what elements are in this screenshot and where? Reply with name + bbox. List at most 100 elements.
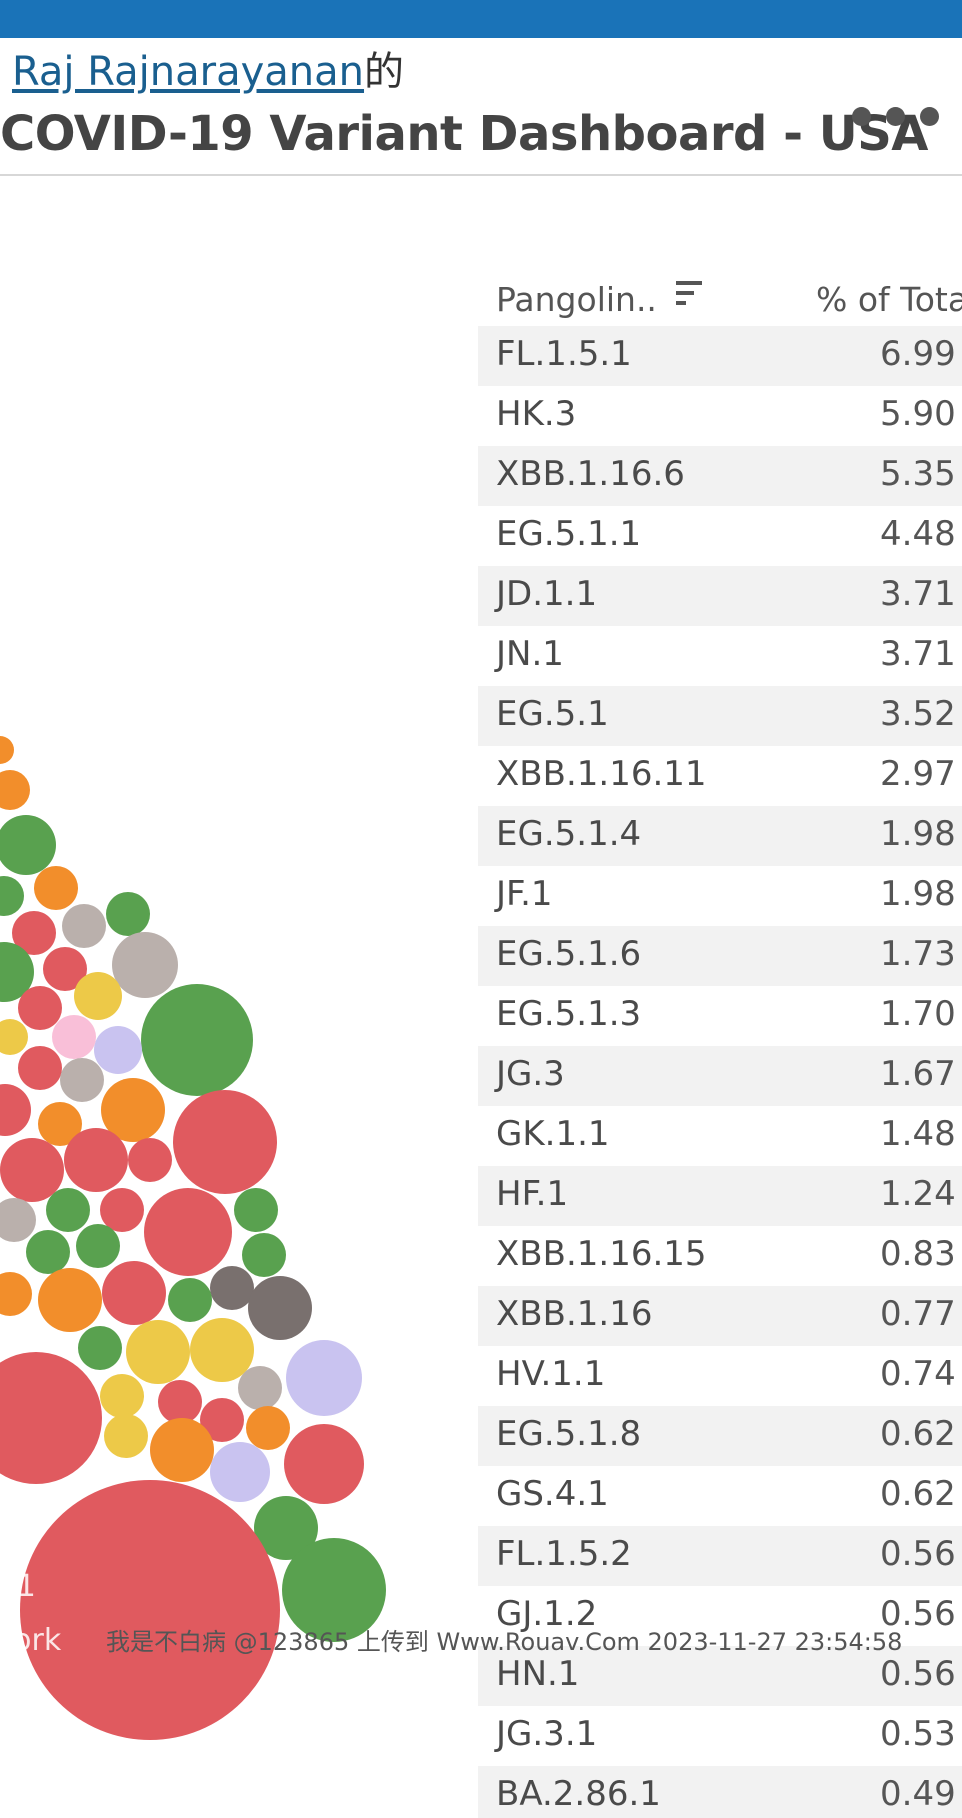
bubble[interactable] [34,866,78,910]
bubble[interactable] [242,1233,286,1277]
bubble[interactable] [254,1496,318,1560]
bubble[interactable] [94,1026,142,1074]
bubble[interactable] [126,1320,190,1384]
bubble[interactable] [0,1084,31,1136]
table-row[interactable]: HK.3 5.90 [478,386,962,446]
bubble[interactable] [158,1380,202,1424]
bubble[interactable] [210,1266,254,1310]
bubble[interactable] [106,892,150,936]
bubble[interactable] [18,1046,62,1090]
variant-percent: 0.56 [880,1654,956,1694]
bubble[interactable] [246,1406,290,1450]
bubble[interactable] [284,1424,364,1504]
bubble[interactable] [0,1138,64,1202]
bubble[interactable] [0,1352,102,1484]
bubble[interactable] [26,1230,70,1274]
table-row[interactable]: XBB.1.16.15 0.83 [478,1226,962,1286]
table-row[interactable]: HN.1 0.56 [478,1646,962,1706]
bubble[interactable] [0,1019,28,1055]
bubble[interactable] [173,1090,277,1194]
bubble[interactable] [200,1398,244,1442]
bubble[interactable] [20,1480,280,1740]
table-row[interactable]: GJ.1.2 0.56 [478,1586,962,1646]
bubble[interactable] [101,1078,165,1142]
table-row[interactable]: JF.1 1.98 [478,866,962,926]
table-row[interactable]: GK.1.1 1.48 [478,1106,962,1166]
bubble[interactable] [141,984,253,1096]
variant-percent: 0.62 [880,1474,956,1514]
table-row[interactable]: EG.5.1 3.52 [478,686,962,746]
bubble[interactable] [60,1058,104,1102]
bubble[interactable] [210,1442,270,1502]
bubble[interactable] [43,947,87,991]
variant-table: Pangolin.. % of Tota FL.1.5.1 6.99 HK.3 5.9… [478,266,962,1818]
bubble[interactable] [144,1188,232,1276]
table-row[interactable]: EG.5.1.6 1.73 [478,926,962,986]
bubble[interactable] [128,1138,172,1182]
bubble[interactable] [76,1224,120,1268]
table-row[interactable]: JG.3 1.67 [478,1046,962,1106]
table-row[interactable]: XBB.1.16.6 5.35 [478,446,962,506]
table-row[interactable]: FL.1.5.1 6.99 [478,326,962,386]
variant-percent: 1.48 [880,1114,956,1154]
bubble[interactable] [0,815,56,875]
table-row[interactable]: EG.5.1.3 1.70 [478,986,962,1046]
bubble[interactable] [12,911,56,955]
table-row[interactable]: BA.2.86.1 0.49 [478,1766,962,1818]
bubble[interactable] [52,1015,96,1059]
table-row[interactable]: HV.1.1 0.74 [478,1346,962,1406]
table-row[interactable]: XBB.1.16 0.77 [478,1286,962,1346]
variant-name: EG.5.1.8 [496,1414,642,1454]
bubble[interactable] [0,770,30,810]
variant-percent: 1.98 [880,874,956,914]
table-row[interactable]: JD.1.1 3.71 [478,566,962,626]
bubble-label: York [0,1623,62,1658]
more-horizontal-icon[interactable] [852,94,962,138]
bubble[interactable] [248,1276,312,1340]
column-header-percent-total[interactable]: % of Tota [816,280,962,319]
sort-descending-icon[interactable] [674,278,706,310]
bubble[interactable] [282,1538,386,1642]
bubble[interactable] [0,942,34,1002]
bubble[interactable] [190,1318,254,1382]
table-row[interactable]: XBB.1.16.11 2.97 [478,746,962,806]
table-row[interactable]: GS.4.1 0.62 [478,1466,962,1526]
bubble[interactable] [74,972,122,1020]
bubble-chart[interactable]: 5.1 York EG.5.1.1 [0,176,478,1818]
table-row[interactable]: EG.5.1.8 0.62 [478,1406,962,1466]
table-row[interactable]: HF.1 1.24 [478,1166,962,1226]
bubble[interactable] [100,1188,144,1232]
table-row[interactable]: FL.1.5.2 0.56 [478,1526,962,1586]
bubble[interactable] [150,1418,214,1482]
bubble[interactable] [38,1102,82,1146]
bubble[interactable] [0,1272,32,1316]
table-row[interactable]: EG.5.1.4 1.98 [478,806,962,866]
table-row[interactable]: JG.3.1 0.53 [478,1706,962,1766]
bubble[interactable] [78,1326,122,1370]
bubble[interactable] [104,1414,148,1458]
bubble[interactable] [64,1128,128,1192]
author-suffix: 的 [364,49,405,95]
bubble[interactable] [18,986,62,1030]
variant-name: XBB.1.16.15 [496,1234,707,1274]
table-row[interactable]: EG.5.1.1 4.48 [478,506,962,566]
bubble[interactable] [62,904,106,948]
bubble[interactable] [0,876,24,916]
bubble[interactable] [168,1278,212,1322]
column-header-pangolin[interactable]: Pangolin.. [496,280,657,319]
bubble[interactable] [0,736,14,764]
author-link[interactable]: Raj Rajnarayanan [12,49,365,95]
bubble[interactable] [112,932,178,998]
table-row[interactable]: JN.1 3.71 [478,626,962,686]
bubble[interactable] [38,1268,102,1332]
bubble[interactable] [238,1366,282,1410]
bubble[interactable] [234,1188,278,1232]
bubble[interactable] [100,1374,144,1418]
bubble[interactable] [46,1188,90,1232]
bubble[interactable] [102,1261,166,1325]
variant-name: HK.3 [496,394,577,434]
bubble[interactable] [286,1340,362,1416]
bubble[interactable] [0,1198,36,1242]
variant-name: EG.5.1.3 [496,994,642,1034]
variant-percent: 1.24 [880,1174,956,1214]
